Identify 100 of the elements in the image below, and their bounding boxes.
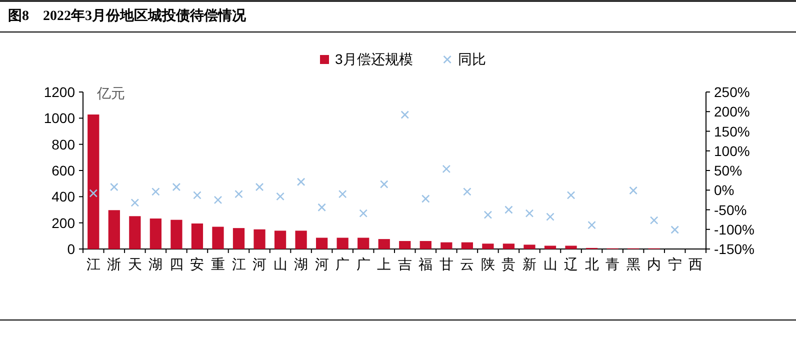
legend-label: 3月偿还规模 [335,51,413,67]
y2-tick-label: 250% [714,84,750,100]
bar [440,242,452,249]
bar [565,246,577,249]
point [442,164,451,174]
legend-label: 同比 [458,51,486,67]
y2-tick-label: 200% [714,104,750,120]
y-tick-label: 1200 [44,84,76,100]
point [670,226,679,234]
point [130,198,140,207]
y-tick-label: 800 [52,136,76,152]
x-tick-label: 安 [190,256,204,272]
point [234,190,243,198]
x-tick-label: 四 [169,256,184,272]
x-tick-label: 湖 [294,256,308,272]
x-tick-label: 河 [314,256,329,272]
x-tick-label: 贵 [502,256,516,272]
bar [524,244,536,249]
point [525,209,534,218]
y2-tick-label: -50% [714,202,747,218]
y-tick-label: 600 [52,162,76,178]
bar [232,228,245,249]
bar [150,218,162,249]
y-tick-label: 1000 [44,110,76,126]
bar [274,230,286,249]
point [380,180,388,188]
x-tick-label: 吉 [398,256,412,272]
y2-tick-label: -100% [714,221,754,238]
x-tick-label: 甘 [439,256,454,272]
y-axis-title: 亿元 [96,85,125,101]
chart-title: 图8 2022年3月份地区城投债待偿情况 [8,8,247,24]
x-tick-label: 黑 [626,256,640,272]
x-tick-label: 山 [543,256,558,272]
bar [461,242,473,249]
x-tick-label: 北 [584,256,599,272]
x-tick-label: 山 [273,256,288,272]
point [400,110,410,119]
x-tick-label: 江 [86,256,100,272]
bar [212,226,224,249]
point [318,203,326,212]
point [276,192,284,201]
x-tick-label: 广 [356,256,370,272]
point [296,178,306,186]
x-tick-label: 天 [128,256,142,272]
x-tick-label: 辽 [564,256,578,272]
x-tick-label: 河 [252,256,267,272]
bar [336,238,348,249]
x-tick-label: 福 [418,256,433,272]
bar [420,241,432,249]
bar [129,216,141,249]
bar [191,223,204,249]
bar [88,114,100,249]
y2-tick-label: -150% [714,241,754,257]
y-tick-label: 200 [52,214,76,231]
x-tick-label: 湖 [148,256,163,272]
point [359,209,368,218]
bar [358,238,370,249]
point [89,189,98,198]
x-tick-label: 陕 [480,256,495,272]
y-tick-label: 0 [67,241,76,257]
x-tick-label: 新 [522,256,536,272]
bar [482,244,494,249]
bar [108,210,120,249]
bar [295,230,307,249]
point [422,194,430,203]
x-tick-label: 重 [210,256,225,272]
x-tick-label: 青 [606,256,620,272]
point [484,210,492,220]
bar [170,220,182,249]
bar [378,239,390,249]
point [193,191,202,200]
y2-tick-label: 0% [714,182,734,198]
bar [254,229,266,249]
point [504,206,513,214]
point [629,186,638,195]
x-tick-label: 上 [377,256,392,272]
x-tick-label: 内 [647,256,662,272]
point [546,212,554,221]
point [172,182,181,192]
bar [399,241,411,249]
x-tick-label: 云 [460,256,474,272]
point [588,220,596,230]
y2-tick-label: 100% [714,142,750,159]
y2-tick-label: 150% [714,123,750,140]
point [463,188,472,196]
point [255,182,264,192]
y-tick-label: 400 [52,188,76,205]
x-tick-label: 浙 [107,256,122,272]
bar [544,246,556,249]
point [650,216,658,224]
y2-tick-label: 50% [714,162,742,178]
point [566,191,576,200]
bar [316,238,328,249]
point [152,188,160,196]
point [110,182,118,192]
x-tick-label: 西 [688,256,703,272]
x-tick-label: 江 [232,256,246,272]
point [214,196,222,204]
x-tick-label: 广 [336,256,350,272]
x-tick-label: 宁 [668,256,682,272]
